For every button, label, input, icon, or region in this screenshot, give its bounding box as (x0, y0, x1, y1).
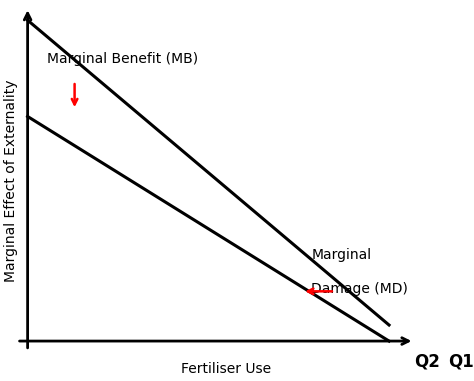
Text: Q1: Q1 (448, 352, 474, 370)
Text: Marginal Benefit (MB): Marginal Benefit (MB) (47, 52, 199, 66)
Text: Marginal Effect of Externality: Marginal Effect of Externality (4, 79, 18, 282)
Polygon shape (427, 341, 461, 381)
Text: Marginal: Marginal (311, 248, 372, 263)
Text: Fertiliser Use: Fertiliser Use (182, 362, 272, 376)
Text: Damage (MD): Damage (MD) (311, 282, 408, 296)
Text: Q2: Q2 (414, 352, 439, 370)
Point (423, 361, 430, 367)
